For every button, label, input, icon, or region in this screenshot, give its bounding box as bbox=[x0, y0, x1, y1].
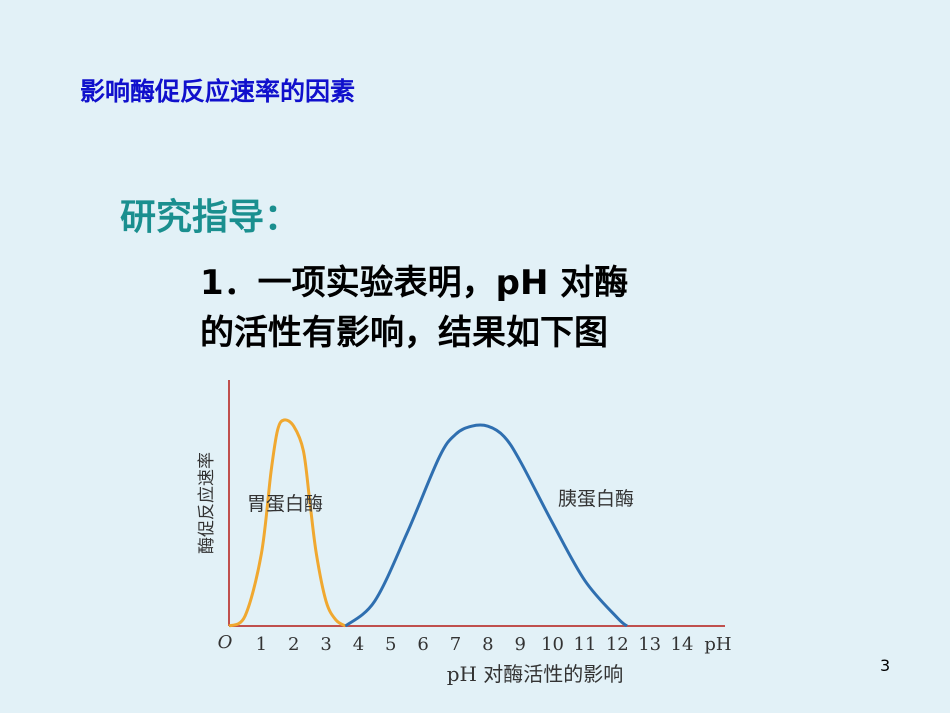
x-tick-label: 10 bbox=[541, 634, 564, 655]
x-tick-label: 2 bbox=[288, 634, 299, 655]
origin-label: O bbox=[218, 632, 233, 653]
slide-subtitle: 研究指导： bbox=[120, 197, 301, 238]
x-tick-label: 5 bbox=[385, 634, 396, 655]
pepsin-curve bbox=[228, 418, 347, 628]
slide-title: 影响酶促反应速率的因素 bbox=[80, 77, 356, 106]
x-tick-label: 14 bbox=[671, 634, 694, 655]
chart-axes bbox=[228, 380, 725, 627]
trypsin-curve bbox=[344, 423, 628, 628]
x-tick-label: 12 bbox=[606, 634, 629, 655]
x-tick-label: 11 bbox=[573, 634, 596, 655]
x-tick-label: 8 bbox=[482, 634, 493, 655]
chart-labels: pH 酶促反应速率 pH 对酶活性的影响 胃蛋白酶 胰蛋白酶 bbox=[197, 452, 732, 686]
x-tick-label: 3 bbox=[320, 634, 331, 655]
body-line-2: 的活性有影响，结果如下图 bbox=[200, 313, 608, 353]
trypsin-label: 胰蛋白酶 bbox=[558, 488, 634, 510]
pepsin-label: 胃蛋白酶 bbox=[247, 493, 323, 515]
x-axis-label: pH bbox=[704, 634, 731, 655]
x-tick-label: 4 bbox=[353, 634, 364, 655]
chart-ticks: O 1 2 3 4 5 6 7 8 9 10 11 12 13 14 bbox=[218, 632, 694, 655]
x-tick-label: 9 bbox=[514, 634, 525, 655]
x-tick-label: 1 bbox=[256, 634, 267, 655]
body-text: 1．一项实验表明，pH 对酶 的活性有影响，结果如下图 bbox=[200, 258, 760, 358]
body-line-1: 1．一项实验表明，pH 对酶 bbox=[200, 263, 629, 303]
x-tick-label: 7 bbox=[450, 634, 461, 655]
chart-caption: pH 对酶活性的影响 bbox=[447, 662, 624, 686]
x-tick-label: 6 bbox=[417, 634, 428, 655]
chart-series bbox=[228, 418, 628, 628]
y-axis-label: 酶促反应速率 bbox=[197, 452, 217, 554]
x-tick-label: 13 bbox=[638, 634, 661, 655]
slide-number: 3 bbox=[880, 656, 891, 675]
